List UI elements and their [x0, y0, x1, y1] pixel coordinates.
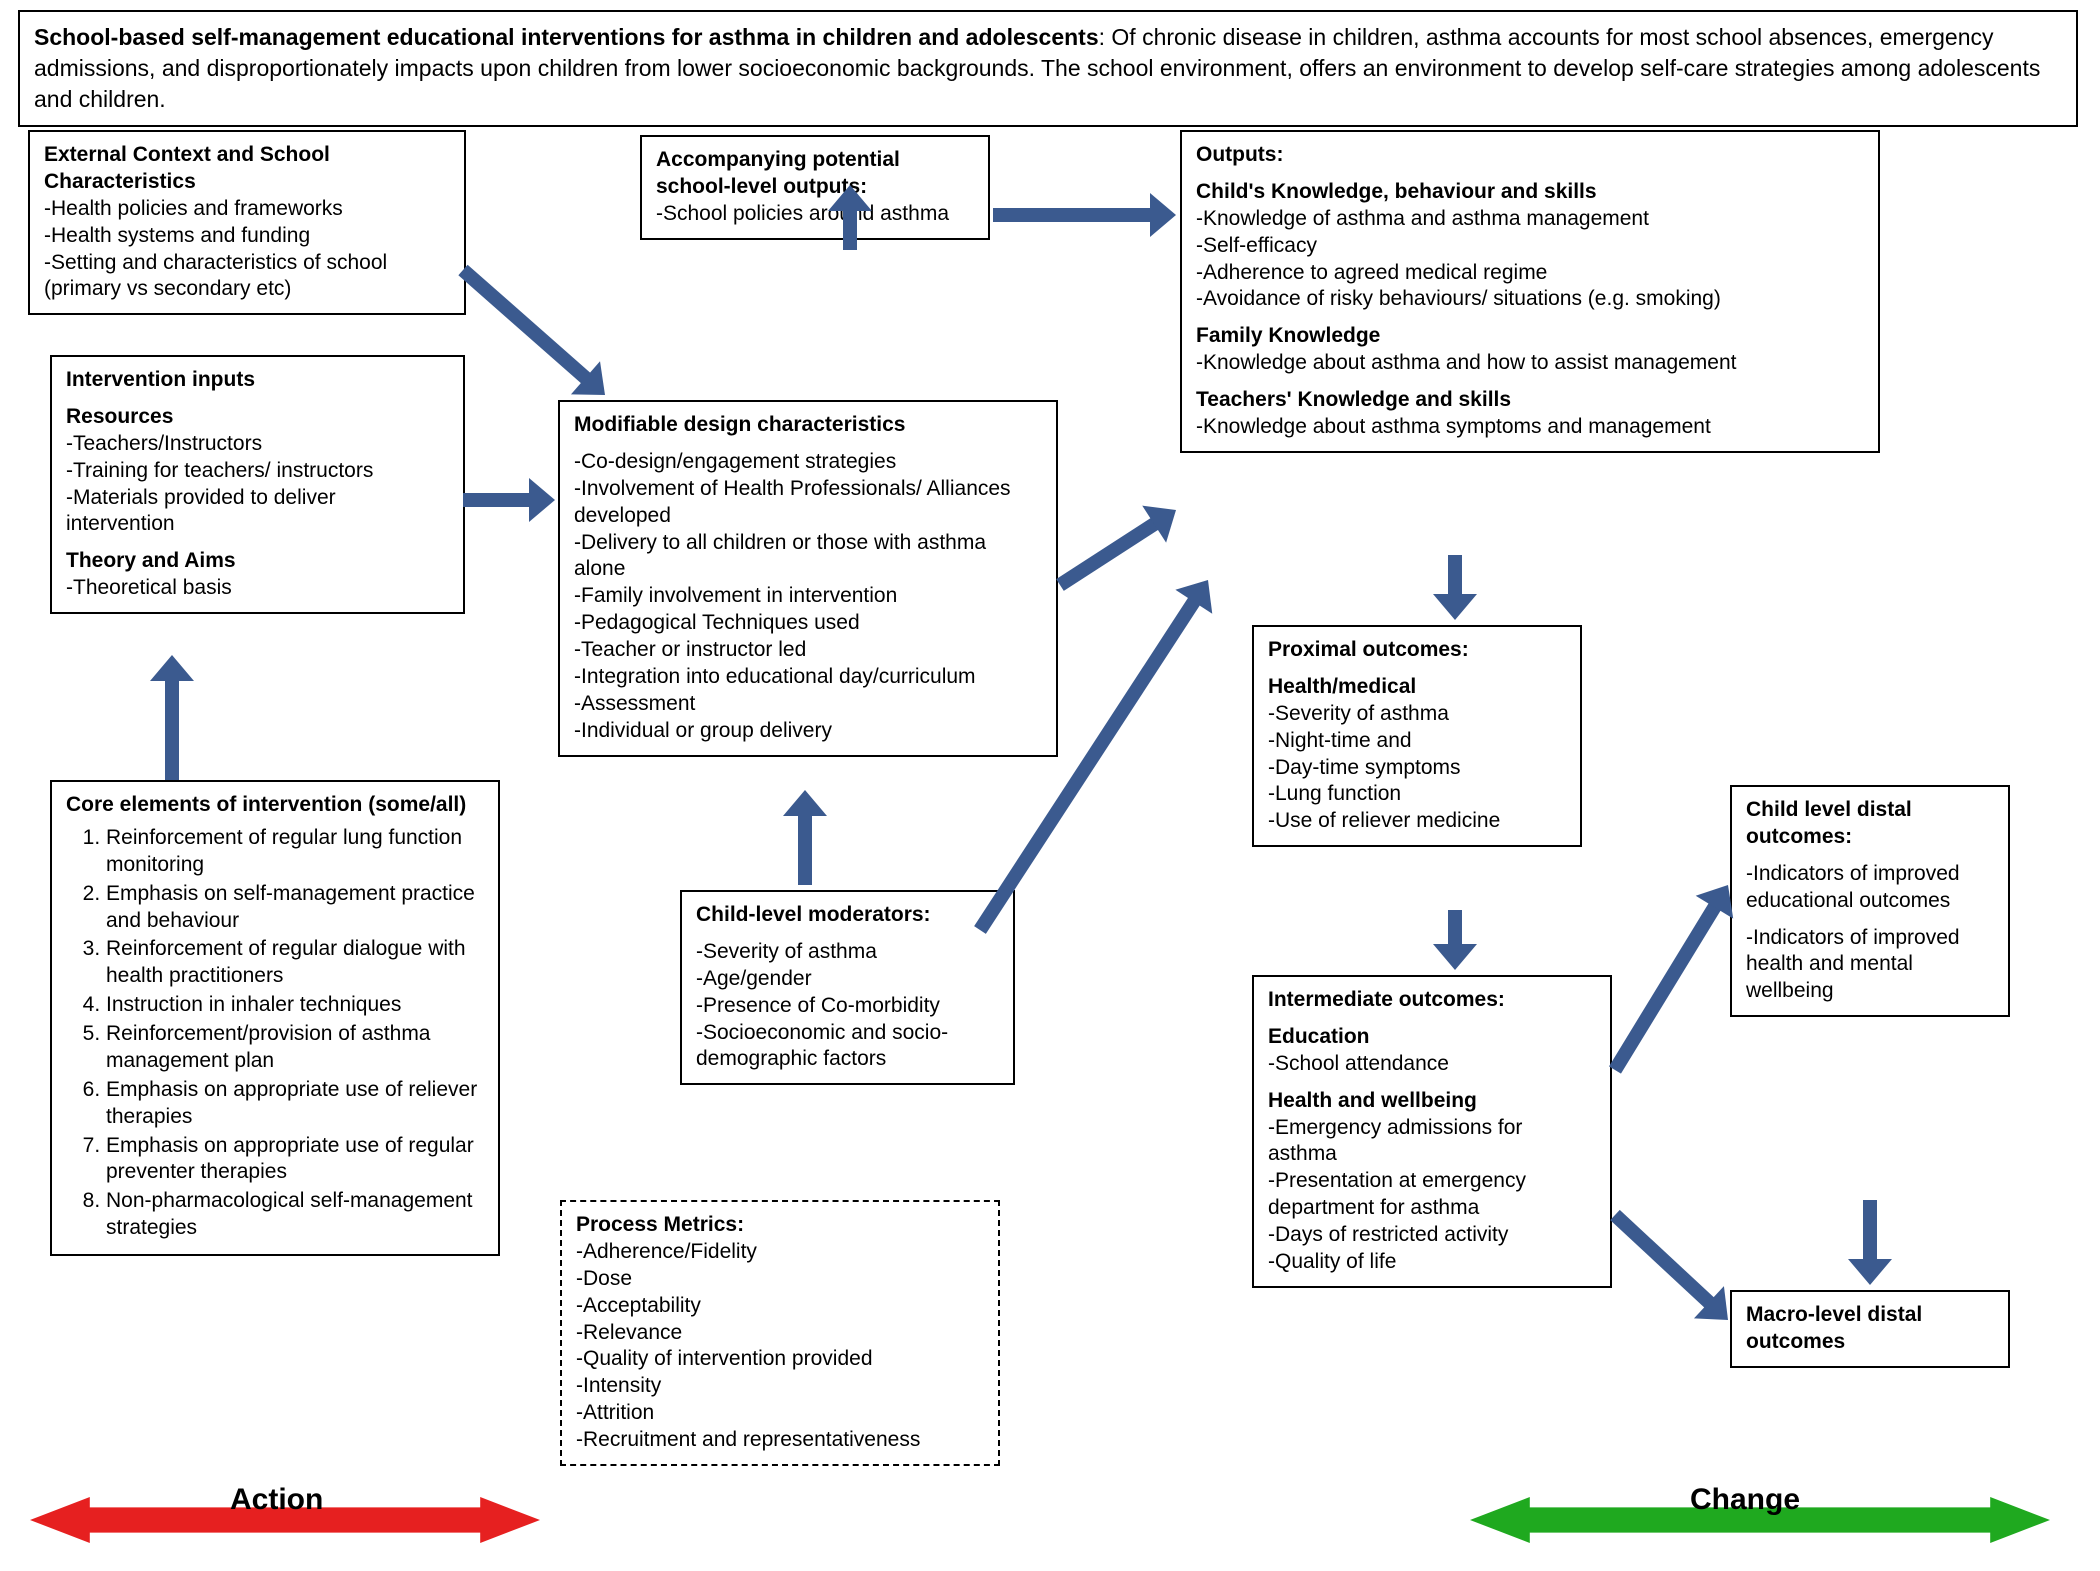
box-proximal: Proximal outcomes: Health/medical -Sever…: [1252, 625, 1582, 847]
intro-title: School-based self-management educational…: [34, 24, 1099, 50]
inputs-title: Intervention inputs: [66, 367, 449, 394]
process-title: Process Metrics:: [576, 1212, 984, 1239]
list-item: Emphasis on appropriate use of regular p…: [106, 1133, 484, 1187]
box-accompanying: Accompanying potential school-level outp…: [640, 135, 990, 240]
box-external: External Context and School Characterist…: [28, 130, 466, 315]
box-outputs: Outputs: Child's Knowledge, behaviour an…: [1180, 130, 1880, 453]
intermediate-title: Intermediate outcomes:: [1268, 987, 1596, 1014]
outputs-title: Outputs:: [1196, 142, 1864, 169]
external-title: External Context and School Characterist…: [44, 142, 450, 196]
box-macro-distal: Macro-level distal outcomes: [1730, 1290, 2010, 1368]
proximal-title: Proximal outcomes:: [1268, 637, 1566, 664]
list-item: Emphasis on self-management practice and…: [106, 881, 484, 935]
intro-box: School-based self-management educational…: [18, 10, 2078, 127]
box-moderators: Child-level moderators: -Severity of ast…: [680, 890, 1015, 1085]
child-distal-title: Child level distal outcomes:: [1746, 797, 1994, 851]
list-item: Reinforcement of regular dialogue with h…: [106, 936, 484, 990]
core-title: Core elements of intervention (some/all): [66, 792, 484, 819]
macro-distal-title: Macro-level distal outcomes: [1746, 1302, 1994, 1356]
action-label: Action: [230, 1483, 323, 1517]
core-list: Reinforcement of regular lung function m…: [66, 825, 484, 1242]
moderators-title: Child-level moderators:: [696, 902, 999, 929]
change-label: Change: [1690, 1483, 1800, 1517]
list-item: Emphasis on appropriate use of reliever …: [106, 1077, 484, 1131]
box-modifiable: Modifiable design characteristics -Co-de…: [558, 400, 1058, 757]
list-item: Instruction in inhaler techniques: [106, 992, 484, 1019]
box-intermediate: Intermediate outcomes: Education -School…: [1252, 975, 1612, 1288]
list-item: Reinforcement/provision of asthma manage…: [106, 1021, 484, 1075]
list-item: Reinforcement of regular lung function m…: [106, 825, 484, 879]
accompanying-title: Accompanying potential school-level outp…: [656, 147, 974, 201]
list-item: Non-pharmacological self-management stra…: [106, 1188, 484, 1242]
box-inputs: Intervention inputs Resources -Teachers/…: [50, 355, 465, 614]
diagram-canvas: School-based self-management educational…: [0, 0, 2100, 1571]
box-core: Core elements of intervention (some/all)…: [50, 780, 500, 1256]
box-child-distal: Child level distal outcomes: -Indicators…: [1730, 785, 2010, 1017]
modifiable-title: Modifiable design characteristics: [574, 412, 1042, 439]
box-process: Process Metrics: -Adherence/Fidelity -Do…: [560, 1200, 1000, 1466]
